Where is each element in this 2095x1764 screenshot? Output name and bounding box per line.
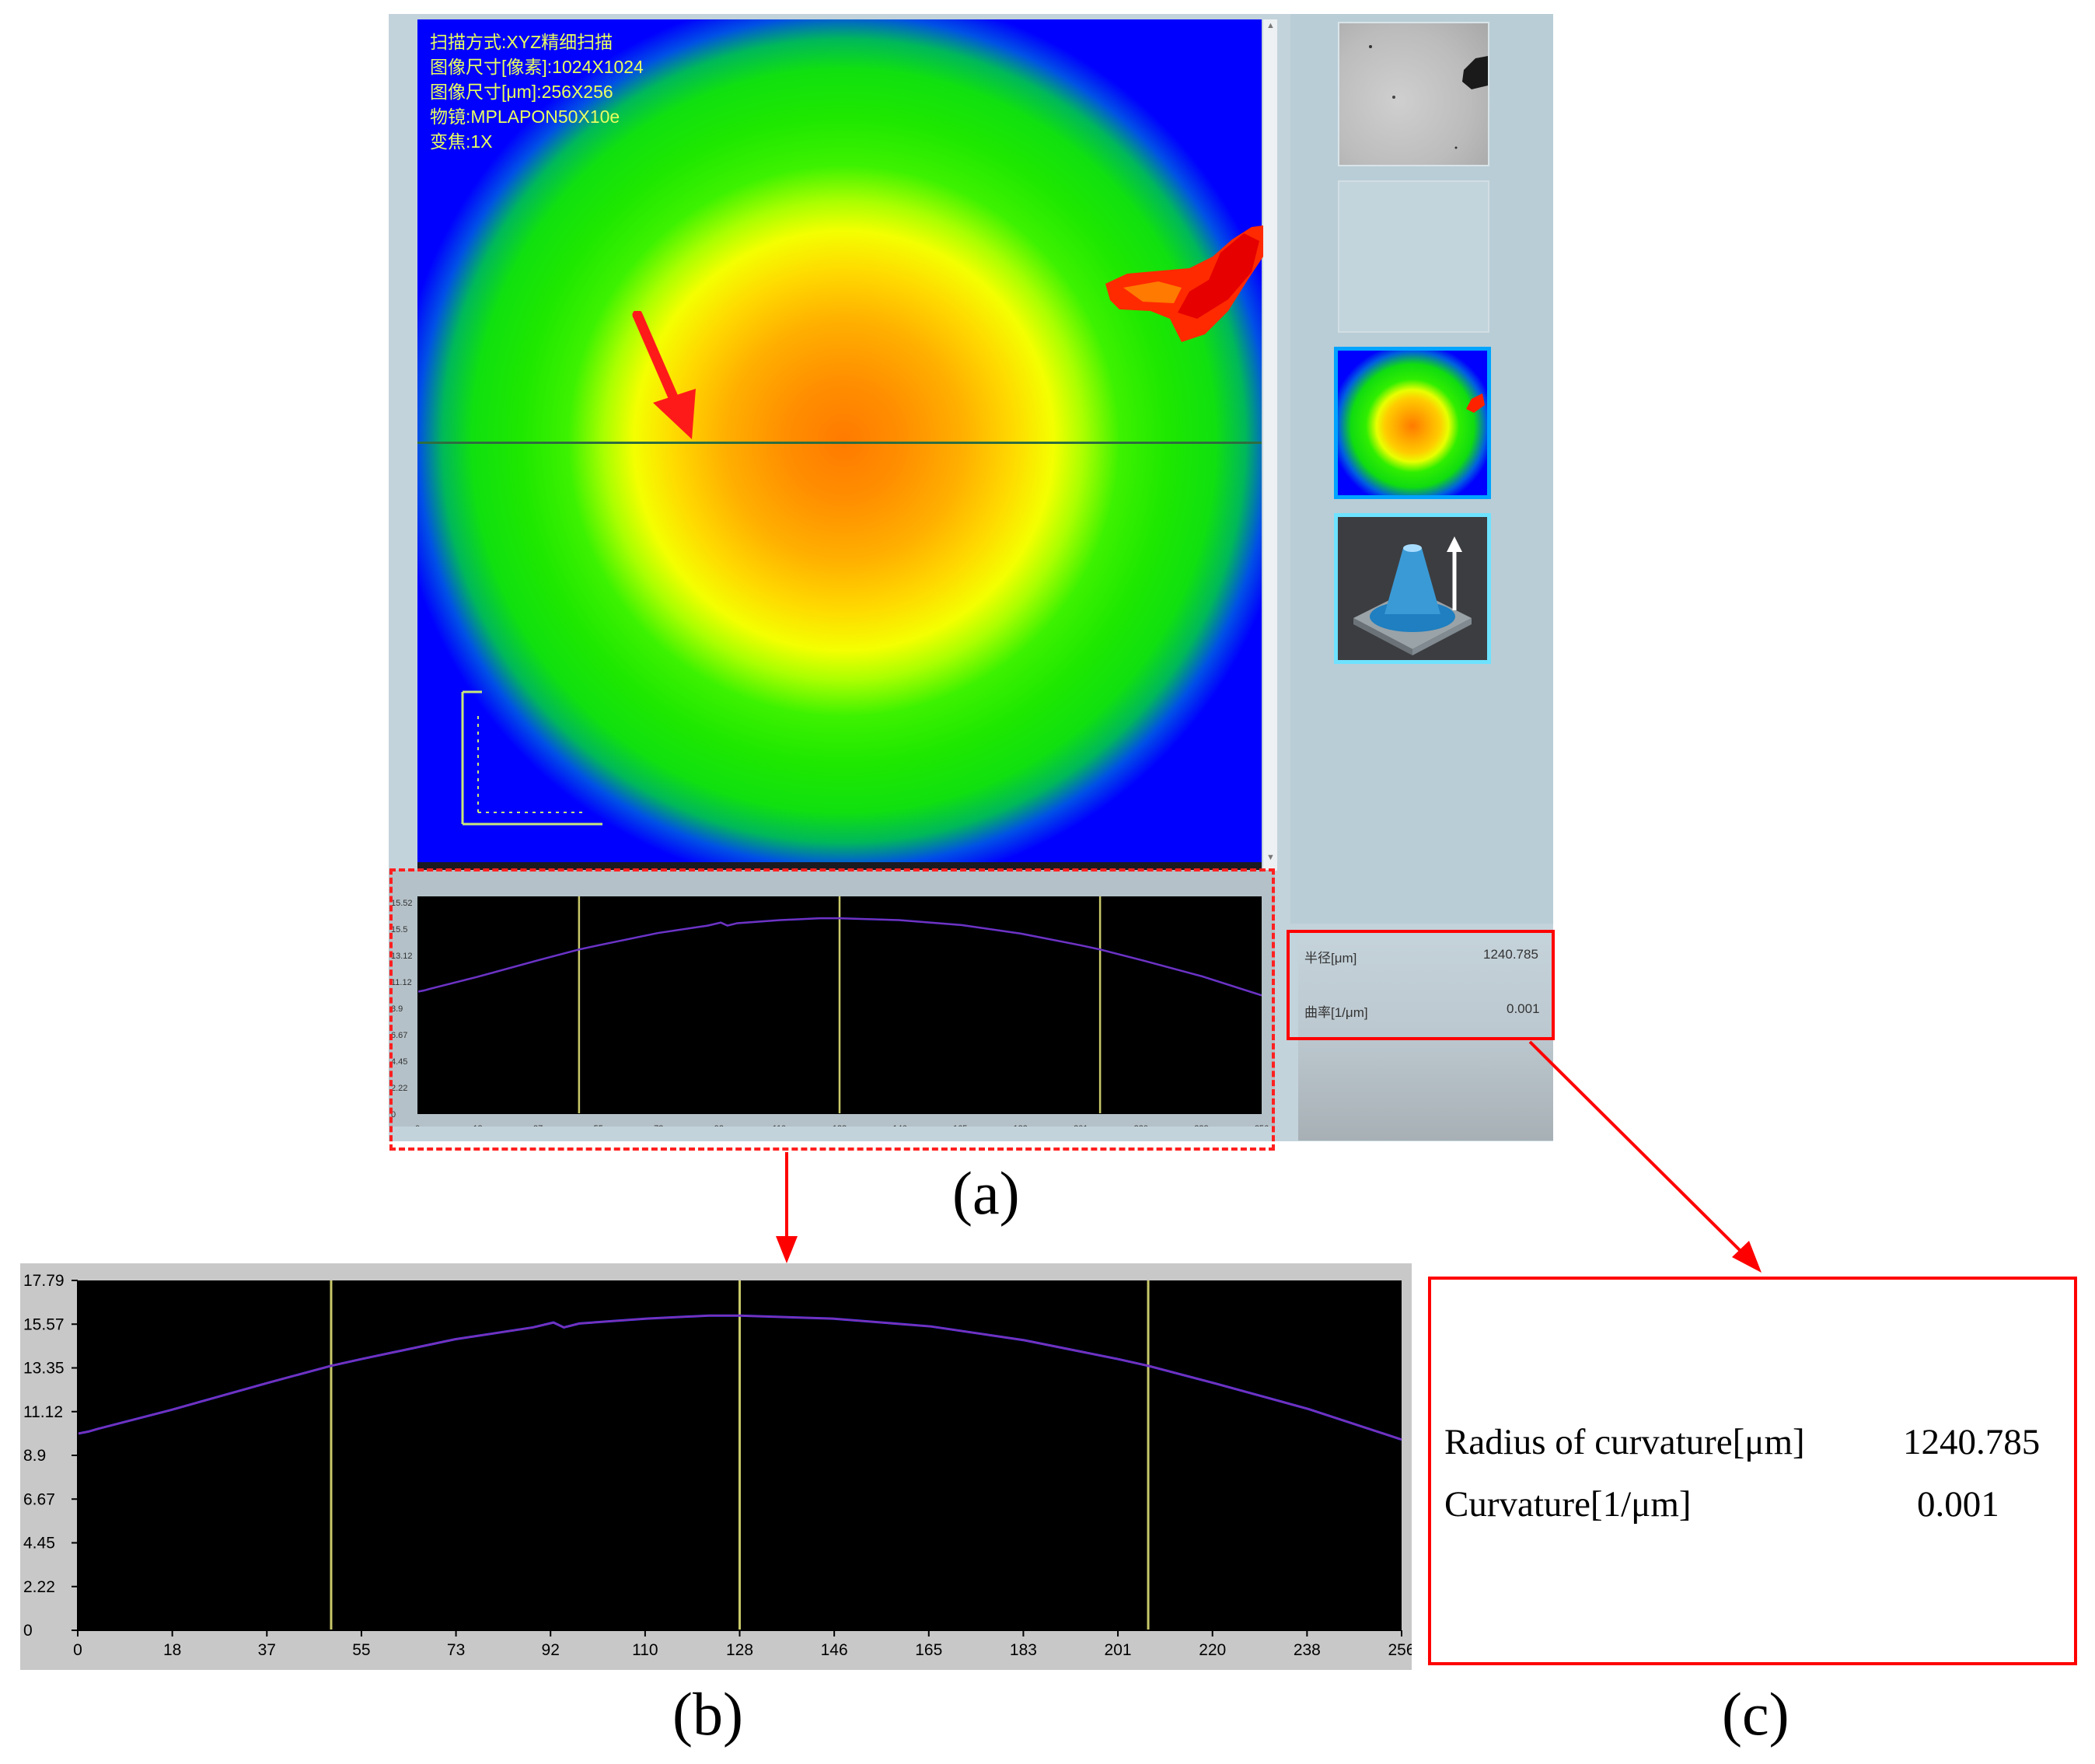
x-tick-label: 110 <box>632 1641 658 1659</box>
thumbnail-height-map[interactable] <box>1334 347 1491 499</box>
zoom-radius-label: Radius of curvature[μm] <box>1444 1422 1805 1462</box>
small-x-tick-label: 238 <box>1194 1124 1208 1127</box>
thumbnail-empty[interactable] <box>1338 180 1489 333</box>
small-y-tick-label: 2.22 <box>391 1084 407 1093</box>
small-y-tick-label: 13.12 <box>391 952 413 961</box>
small-x-tick-label: 201 <box>1074 1124 1088 1127</box>
x-tick-label: 201 <box>1105 1641 1132 1659</box>
profile-highlight-box <box>389 868 1275 1151</box>
curvature-value: 0.001 <box>1507 1001 1540 1016</box>
y-tick-label: 4.45 <box>23 1535 55 1553</box>
enlarged-profile-chart: 0 18 37 55 73 92 110 128 146 165 183 201 220 238 256 17… <box>23 1272 1412 1659</box>
y-tick-label: 8.9 <box>23 1447 46 1465</box>
x-tick-label: 220 <box>1199 1641 1226 1659</box>
x-tick-label: 238 <box>1294 1641 1321 1659</box>
small-y-tick-label: 11.12 <box>391 978 412 987</box>
small-x-tick-label: 183 <box>1014 1124 1028 1127</box>
small-y-tick-label: 0 <box>391 1110 396 1120</box>
scroll-down-icon[interactable]: ▼ <box>1266 853 1275 862</box>
small-y-tick-label: 15.52 <box>391 899 413 908</box>
x-tick-label: 256 <box>1388 1641 1412 1659</box>
height-map-image[interactable] <box>417 19 1262 862</box>
zoom-curvature-value: 0.001 <box>1917 1484 1999 1525</box>
thumbnail-laser-image[interactable] <box>1338 22 1489 166</box>
x-tick-label: 73 <box>447 1641 465 1659</box>
image-size-pixel-text: 图像尺寸[像素]:1024X1024 <box>430 57 644 77</box>
caption-a: (a) <box>952 1159 1020 1227</box>
x-tick-label: 55 <box>352 1641 370 1659</box>
y-tick-label: 2.22 <box>23 1578 55 1596</box>
caption-c: (c) <box>1722 1680 1789 1748</box>
small-y-tick-label: 15.5 <box>391 925 407 934</box>
y-tick-label: 0 <box>23 1622 33 1640</box>
small-x-tick-label: 0 <box>415 1124 420 1127</box>
small-x-tick-label: 18 <box>473 1124 482 1127</box>
small-y-tick-label: 6.67 <box>391 1031 407 1040</box>
small-x-tick-label: 110 <box>773 1124 787 1127</box>
small-x-tick-label: 73 <box>654 1124 663 1127</box>
x-tick-label: 37 <box>258 1641 276 1659</box>
small-plot-marks <box>417 896 1262 1114</box>
y-tick-label: 6.67 <box>23 1490 55 1508</box>
debris-region <box>1105 225 1263 342</box>
zoom-text: 变焦:1X <box>430 131 493 152</box>
radius-value: 1240.785 <box>1483 947 1538 962</box>
y-tick-label: 15.57 <box>23 1315 65 1333</box>
x-tick-label: 18 <box>163 1641 181 1659</box>
caption-b: (b) <box>672 1680 743 1748</box>
image-bottom-edge <box>417 862 1262 870</box>
objective-text: 物镜:MPLAPON50X10e <box>430 107 620 127</box>
radius-label: 半径[μm] <box>1304 951 1357 966</box>
small-y-tick-label: 8.9 <box>391 1004 403 1014</box>
x-tick-label: 0 <box>73 1641 82 1659</box>
profile-series-shadow <box>417 917 1262 996</box>
y-tick-label: 11.12 <box>23 1403 63 1421</box>
curvature-label: 曲率[1/μm] <box>1304 1005 1368 1020</box>
small-x-tick-label: 146 <box>892 1124 906 1127</box>
y-tick-label: 13.35 <box>23 1360 65 1378</box>
zoomed-results-box <box>1428 1277 2077 1665</box>
zoom-radius-value: 1240.785 <box>1903 1422 2041 1462</box>
thumbnail-3d-view[interactable] <box>1334 513 1491 664</box>
axis-indicator-icon <box>461 690 602 826</box>
small-x-tick-label: 256 <box>1255 1124 1269 1127</box>
vertical-scrollbar[interactable]: ▲ ▼ <box>1263 19 1277 871</box>
zoom-curvature-label: Curvature[1/μm] <box>1444 1484 1692 1525</box>
profile-series-shadow <box>77 1315 1402 1441</box>
small-x-tick-label: 165 <box>953 1124 967 1127</box>
x-tick-label: 128 <box>726 1641 753 1659</box>
scan-info-overlay: 扫描方式:XYZ精细扫描 图像尺寸[像素]:1024X1024 图像尺寸[μm]… <box>430 30 644 154</box>
y-tick-label: 17.79 <box>23 1272 65 1290</box>
small-x-tick-label: 37 <box>533 1124 543 1127</box>
small-profile-chart: 0 18 37 55 73 92 110 128 146 165 183 201 220 238 256 15… <box>391 899 1269 1127</box>
image-size-um-text: 图像尺寸[μm]:256X256 <box>430 82 613 102</box>
scroll-up-icon[interactable]: ▲ <box>1266 21 1275 30</box>
small-y-tick-label: 4.45 <box>391 1057 407 1067</box>
x-tick-label: 146 <box>821 1641 848 1659</box>
x-tick-label: 92 <box>542 1641 560 1659</box>
results-highlight-box <box>1287 930 1555 1040</box>
x-tick-label: 165 <box>915 1641 942 1659</box>
small-x-tick-label: 55 <box>594 1124 603 1127</box>
profile-cut-line[interactable] <box>417 442 1262 444</box>
scan-mode-text: 扫描方式:XYZ精细扫描 <box>430 32 613 52</box>
small-x-tick-label: 92 <box>714 1124 724 1127</box>
red-arrow-icon <box>632 311 696 439</box>
3d-view-icon <box>1353 536 1472 655</box>
small-x-tick-label: 220 <box>1134 1124 1148 1127</box>
small-x-tick-label: 128 <box>833 1124 847 1127</box>
x-tick-label: 183 <box>1010 1641 1037 1659</box>
results-panel <box>1298 929 1553 1140</box>
